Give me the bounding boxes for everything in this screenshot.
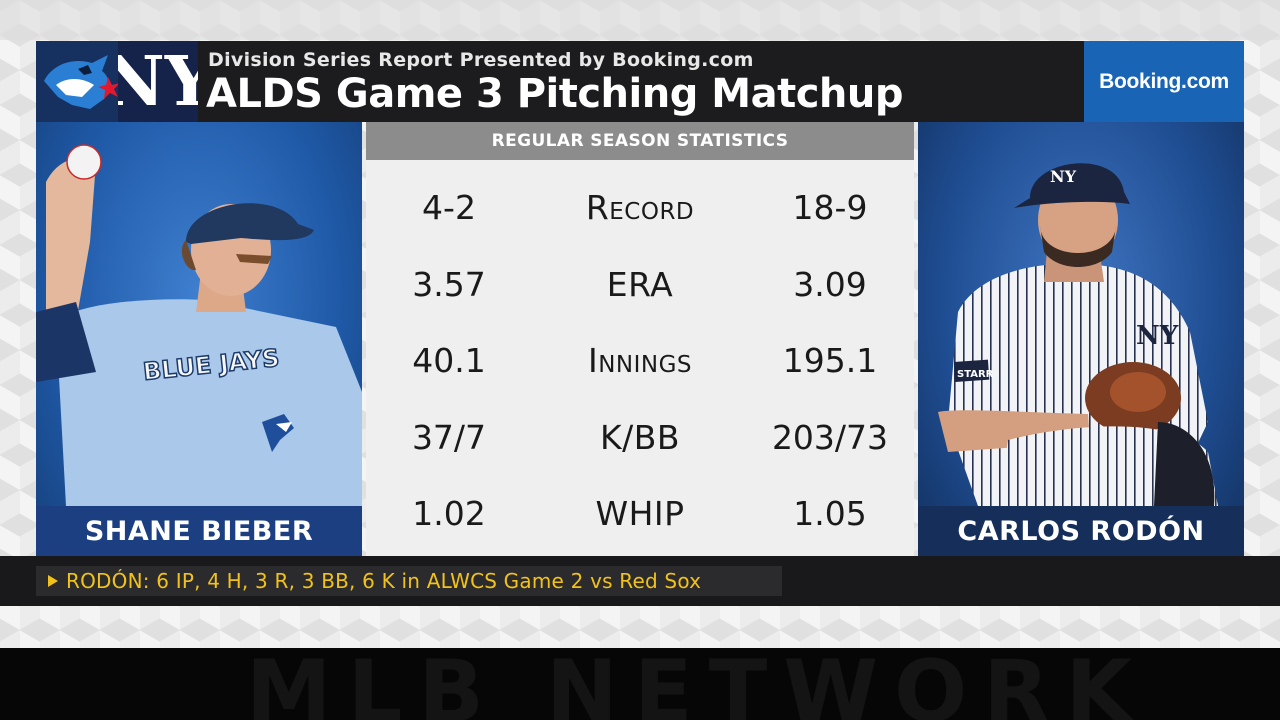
- top-strip: [0, 0, 1280, 40]
- ticker-item: RODÓN: 6 IP, 4 H, 3 R, 3 BB, 6 K in ALWC…: [36, 566, 782, 596]
- svg-text:NY: NY: [1050, 167, 1077, 186]
- player-panel-left: BLUE JAYS SHANE BIEBER: [36, 122, 362, 556]
- stat-label: Innings: [587, 341, 693, 380]
- player-name-bar-left: SHANE BIEBER: [36, 506, 362, 556]
- stat-value-right: 195.1: [782, 341, 878, 380]
- player-photo-rodon: NY NY STARR: [938, 163, 1218, 506]
- stat-value-left: 37/7: [411, 418, 487, 457]
- player-panel-right: NY NY STARR CARLOS RODÓN: [918, 122, 1244, 556]
- team-logos: NY: [36, 41, 198, 122]
- stat-value-right: 1.05: [793, 494, 867, 533]
- stat-value-right: 18-9: [792, 188, 868, 227]
- network-footer: MLB NETWORK: [0, 648, 1280, 720]
- page-title: ALDS Game 3 Pitching Matchup: [206, 71, 904, 117]
- stat-value-left: 1.02: [412, 494, 486, 533]
- player-name-left: SHANE BIEBER: [84, 515, 314, 547]
- player-name-right: CARLOS RODÓN: [957, 515, 1205, 547]
- player-name-bar-right: CARLOS RODÓN: [918, 506, 1244, 556]
- stats-heading: REGULAR SEASON STATISTICS: [491, 131, 789, 151]
- svg-text:NY: NY: [118, 42, 198, 122]
- stat-value-left: 3.57: [412, 265, 486, 304]
- stat-row-record: 4-2 Record 18-9: [366, 178, 914, 238]
- header-subtitle: Division Series Report Presented by Book…: [208, 49, 754, 71]
- blue-jays-logo-icon: [44, 55, 120, 109]
- stat-value-left: 40.1: [412, 341, 486, 380]
- sponsor-label: Booking.com: [1099, 69, 1229, 93]
- stat-label: WHIP: [595, 494, 685, 533]
- ticker-text: RODÓN: 6 IP, 4 H, 3 R, 3 BB, 6 K in ALWC…: [66, 569, 702, 593]
- stat-row-whip: 1.02 WHIP 1.05: [366, 484, 914, 544]
- stat-value-right: 3.09: [793, 265, 867, 304]
- stats-table: REGULAR SEASON STATISTICS 4-2 Record 18-…: [366, 122, 914, 556]
- ticker-arrow-icon: [48, 575, 58, 587]
- ticker-bar: RODÓN: 6 IP, 4 H, 3 R, 3 BB, 6 K in ALWC…: [0, 556, 1280, 606]
- player-photo-bieber: BLUE JAYS: [36, 144, 362, 506]
- stat-row-era: 3.57 ERA 3.09: [366, 255, 914, 315]
- yankees-logo-icon: NY: [103, 42, 198, 122]
- stat-value-left: 4-2: [422, 188, 476, 227]
- sleeve-patch: STARR: [957, 369, 994, 380]
- stat-label: Record: [585, 188, 695, 227]
- stats-heading-bar: REGULAR SEASON STATISTICS: [366, 122, 914, 160]
- stat-row-kbb: 37/7 K/BB 203/73: [366, 408, 914, 468]
- stat-row-innings: 40.1 Innings 195.1: [366, 331, 914, 391]
- sponsor-badge: Booking.com: [1084, 41, 1244, 122]
- header-bar: NY Division Series Report Presented by B…: [36, 41, 1244, 122]
- stat-value-right: 203/73: [771, 418, 889, 457]
- yankees-logo-box: NY: [103, 41, 198, 122]
- network-watermark: MLB NETWORK: [246, 648, 1149, 720]
- stat-label: K/BB: [599, 418, 681, 457]
- stat-label: ERA: [606, 265, 674, 304]
- svg-text:NY: NY: [1136, 321, 1179, 351]
